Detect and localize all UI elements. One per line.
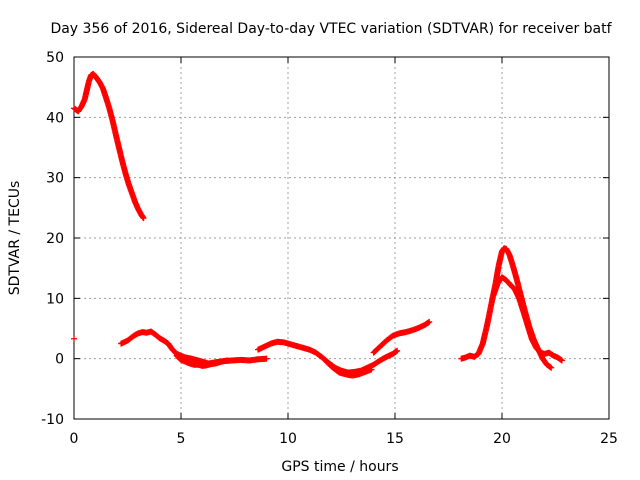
series-afternoon-rise bbox=[370, 318, 433, 356]
y-axis: -10 0 10 20 30 40 50 bbox=[41, 50, 609, 428]
data-point bbox=[368, 366, 375, 373]
data-point bbox=[71, 335, 77, 342]
x-tick-label: 0 bbox=[70, 431, 79, 447]
y-tick-label: 30 bbox=[46, 171, 64, 187]
series-morning-trough bbox=[118, 328, 270, 367]
y-tick-label: 50 bbox=[46, 50, 64, 66]
grid-lines bbox=[74, 57, 609, 419]
x-tick-label: 15 bbox=[386, 431, 404, 447]
chart-title: Day 356 of 2016, Sidereal Day-to-day VTE… bbox=[50, 21, 612, 37]
y-tick-label: 40 bbox=[46, 110, 64, 126]
data-point bbox=[426, 318, 433, 325]
series-early-decline bbox=[71, 70, 147, 222]
x-axis: 0 5 10 15 20 25 bbox=[70, 57, 618, 447]
data-point bbox=[225, 357, 232, 364]
data-point bbox=[394, 347, 401, 354]
y-tick-label: 10 bbox=[46, 291, 64, 307]
x-axis-label: GPS time / hours bbox=[281, 459, 398, 475]
y-tick-label: -10 bbox=[41, 412, 64, 428]
series-morning-trough-b bbox=[173, 352, 232, 369]
y-axis-label: SDTVAR / TECUs bbox=[7, 181, 23, 296]
data-series bbox=[71, 70, 565, 379]
data-point bbox=[140, 215, 147, 222]
x-tick-label: 20 bbox=[493, 431, 511, 447]
data-point bbox=[263, 355, 270, 362]
data-point bbox=[548, 364, 555, 371]
x-tick-label: 25 bbox=[600, 431, 618, 447]
x-tick-label: 10 bbox=[279, 431, 297, 447]
series-midday-trough-b bbox=[323, 358, 375, 379]
y-tick-label: 20 bbox=[46, 231, 64, 247]
series-midday-trough bbox=[255, 338, 401, 376]
x-tick-label: 5 bbox=[177, 431, 186, 447]
series-evening-peak-b bbox=[490, 274, 565, 364]
series-isolated-point bbox=[71, 335, 77, 342]
data-point bbox=[558, 357, 565, 364]
y-tick-label: 0 bbox=[55, 352, 64, 368]
